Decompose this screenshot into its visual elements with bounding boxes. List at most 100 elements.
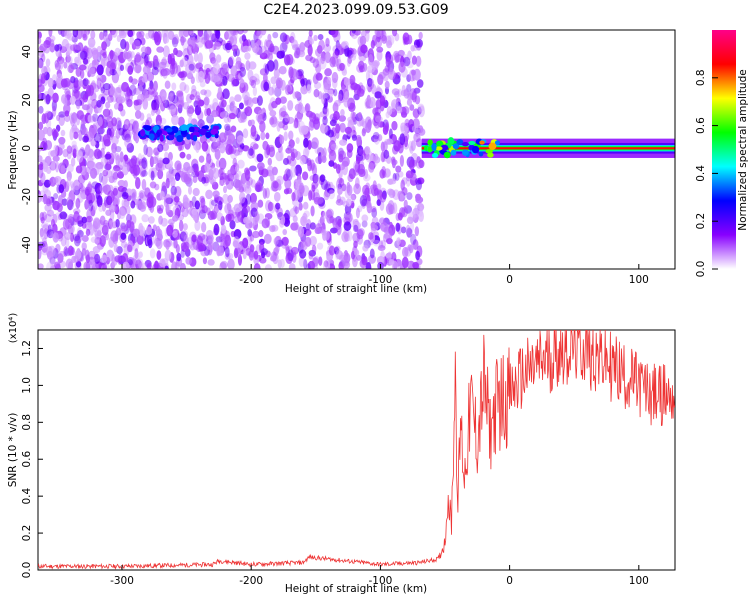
heatmap-cell [179, 94, 184, 106]
heatmap-cell [395, 222, 401, 232]
heatmap-cell [266, 60, 275, 72]
heatmap-cell [284, 178, 292, 190]
heatmap-cell [210, 109, 219, 118]
heatmap-cell [222, 88, 230, 100]
heatmap-cell [89, 167, 98, 179]
heatmap-cell [308, 190, 313, 201]
heatmap-cell [368, 162, 375, 173]
heatmap-cell [361, 128, 366, 137]
heatmap-cell [128, 75, 133, 83]
heatmap-cell [290, 148, 298, 159]
heatmap-cell [354, 30, 361, 36]
heatmap-cell [154, 34, 161, 46]
heatmap-cell [250, 79, 257, 89]
heatmap-cell [404, 246, 412, 257]
colorbar-tick-label: 0.0 [695, 261, 707, 278]
heatmap-cell [200, 89, 207, 96]
heatmap-cell [189, 243, 196, 251]
heatmap-cell [170, 191, 177, 201]
heatmap-cell [225, 213, 232, 223]
heatmap-cell [81, 242, 87, 251]
heatmap-cell [204, 104, 213, 111]
heatmap-cell [126, 244, 133, 253]
heatmap-cell [329, 119, 337, 127]
heatmap-cell [289, 31, 296, 44]
heatmap-cell [233, 149, 241, 156]
heatmap-cell [183, 84, 190, 94]
heatmap-cell [305, 54, 313, 62]
heatmap-cell [64, 110, 70, 117]
heatmap-cell [160, 101, 166, 112]
heatmap-cell [81, 30, 87, 39]
heatmap-cell [288, 145, 295, 154]
heatmap-cell [76, 110, 85, 120]
heatmap-cell [275, 239, 284, 247]
heatmap-cell [75, 67, 82, 78]
heatmap-cell [353, 249, 360, 256]
heatmap-cell [133, 99, 140, 106]
heatmap-cell [213, 41, 221, 50]
heatmap-cell [301, 125, 309, 135]
heatmap-cell [337, 93, 343, 101]
heatmap-cell [373, 156, 381, 164]
heatmap-cell [283, 131, 288, 142]
heatmap-cell [324, 68, 332, 77]
heatmap-cell [132, 191, 137, 201]
heatmap-cell [251, 230, 260, 239]
heatmap-cell [149, 248, 156, 259]
heatmap-cell [160, 58, 168, 66]
heatmap-cell [91, 98, 98, 109]
heatmap-cell [352, 111, 357, 123]
heatmap-cell [311, 137, 319, 149]
heatmap-cell [167, 53, 173, 65]
heatmap-cell [99, 81, 105, 92]
heatmap-cell [77, 220, 84, 227]
heatmap-cell [127, 65, 134, 75]
heatmap-cell [398, 61, 406, 73]
heatmap-cell [390, 99, 399, 110]
heatmap-cell [358, 149, 366, 156]
heatmap-cell [400, 226, 407, 234]
heatmap-cell [192, 175, 198, 183]
heatmap-cell [52, 213, 58, 224]
heatmap-cell [269, 202, 276, 214]
heatmap-cell [361, 220, 368, 228]
heatmap-cell [221, 63, 229, 76]
heatmap-cell [39, 43, 48, 52]
heatmap-cell [206, 108, 212, 116]
heatmap-cell [280, 111, 288, 118]
heatmap-cell [410, 45, 415, 52]
heatmap-cell [397, 170, 404, 178]
heatmap-cell [117, 185, 125, 192]
heatmap-cell [244, 169, 251, 181]
heatmap-cell [231, 77, 237, 87]
heatmap-cell [315, 72, 323, 81]
heatmap-cell [199, 128, 207, 136]
heatmap-cell [367, 64, 376, 74]
heatmap-cell [215, 236, 223, 243]
heatmap-cell [156, 250, 162, 260]
heatmap-cell [418, 159, 425, 169]
heatmap-cell [178, 219, 184, 232]
heatmap-cell [318, 39, 325, 51]
heatmap-cell [84, 144, 91, 156]
heatmap-cell [322, 115, 328, 126]
heatmap-cell [377, 245, 386, 252]
heatmap-cell [303, 137, 309, 148]
heatmap-cell [93, 200, 98, 211]
heatmap-cell [129, 118, 136, 126]
heatmap-cell [319, 122, 328, 134]
heatmap-cell [227, 133, 236, 144]
heatmap-cell [387, 188, 394, 196]
heatmap-cell [461, 141, 469, 147]
heatmap-cell [104, 232, 110, 241]
heatmap-cell [222, 193, 229, 204]
heatmap-cell [243, 216, 249, 224]
heatmap-cell [126, 142, 135, 153]
heatmap-cell [144, 68, 151, 77]
heatmap-cell [179, 36, 187, 43]
heatmap-cell [233, 203, 242, 213]
heatmap-cell [149, 194, 154, 203]
heatmap-cell [130, 59, 137, 67]
heatmap-cell [373, 187, 380, 196]
